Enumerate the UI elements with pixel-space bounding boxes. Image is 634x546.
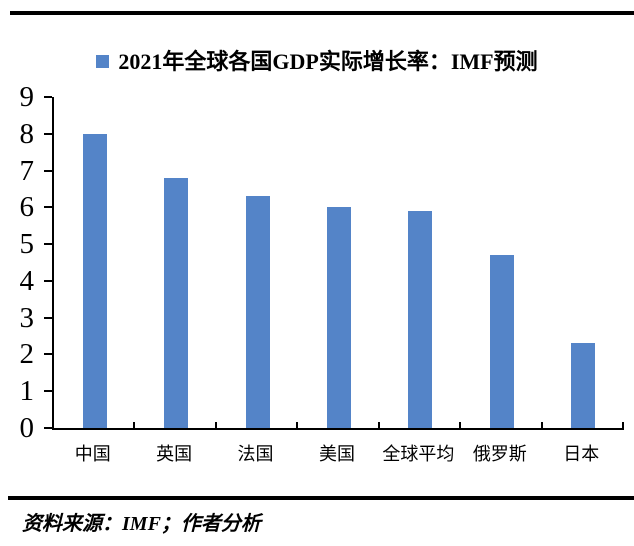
bar-slot	[543, 97, 624, 428]
bars-container	[54, 97, 624, 428]
bar	[326, 207, 351, 428]
bar	[408, 211, 433, 428]
legend-label: 2021年全球各国GDP实际增长率：IMF预测	[118, 49, 538, 74]
y-axis-tick	[44, 169, 52, 172]
x-axis-tick	[377, 422, 380, 428]
y-axis-label: 4	[19, 264, 35, 297]
bar-slot	[461, 97, 542, 428]
bar	[82, 133, 107, 428]
x-axis-tick	[459, 422, 462, 428]
x-axis-tick	[296, 422, 299, 428]
x-category-label: 全球平均	[382, 444, 455, 464]
top-horizontal-rule	[10, 11, 634, 15]
x-category-label: 日本	[563, 444, 600, 464]
bar	[489, 255, 514, 428]
x-category-label: 中国	[74, 444, 111, 464]
bar	[164, 177, 189, 428]
source-note: 资料来源：IMF；作者分析	[22, 513, 261, 535]
x-axis-tick	[540, 422, 543, 428]
y-axis-tick	[44, 427, 52, 429]
chart-legend: 2021年全球各国GDP实际增长率：IMF预测	[0, 44, 634, 76]
y-axis-tick	[44, 390, 52, 393]
y-axis-label: 0	[19, 412, 35, 444]
x-category-label: 美国	[318, 444, 355, 464]
y-axis-label: 5	[19, 228, 35, 261]
y-axis-tick	[44, 353, 52, 356]
y-axis-label: 6	[19, 191, 35, 224]
x-category-label: 俄罗斯	[472, 444, 527, 464]
x-axis-tick	[622, 422, 624, 428]
y-axis-tick	[44, 206, 52, 209]
y-axis-label: 7	[19, 154, 35, 187]
x-axis-tick	[133, 422, 136, 428]
bar	[571, 343, 596, 428]
y-axis-tick	[44, 132, 52, 135]
x-axis-tick	[214, 422, 217, 428]
y-axis-tick	[44, 243, 52, 246]
y-axis-label: 1	[19, 375, 35, 408]
y-axis-tick	[44, 96, 52, 98]
bar	[245, 196, 270, 428]
x-category-label: 法国	[237, 444, 274, 464]
y-axis-label: 8	[19, 117, 35, 150]
y-axis-tick	[44, 279, 52, 282]
bar-slot	[380, 97, 461, 428]
bar-slot	[135, 97, 216, 428]
x-category-label: 英国	[156, 444, 193, 464]
bar-slot	[298, 97, 379, 428]
legend-square-icon	[96, 55, 110, 68]
bottom-horizontal-rule	[8, 496, 634, 500]
y-axis-label: 9	[19, 81, 35, 113]
bar-slot	[217, 97, 298, 428]
x-axis-labels: 中国 英国 法国 美国 全球平均 俄罗斯 日本	[52, 440, 622, 466]
plot-area	[52, 97, 624, 430]
y-axis-label: 2	[19, 338, 35, 371]
y-axis-label: 3	[19, 301, 35, 334]
bar-slot	[54, 97, 135, 428]
y-axis-tick	[44, 316, 52, 319]
